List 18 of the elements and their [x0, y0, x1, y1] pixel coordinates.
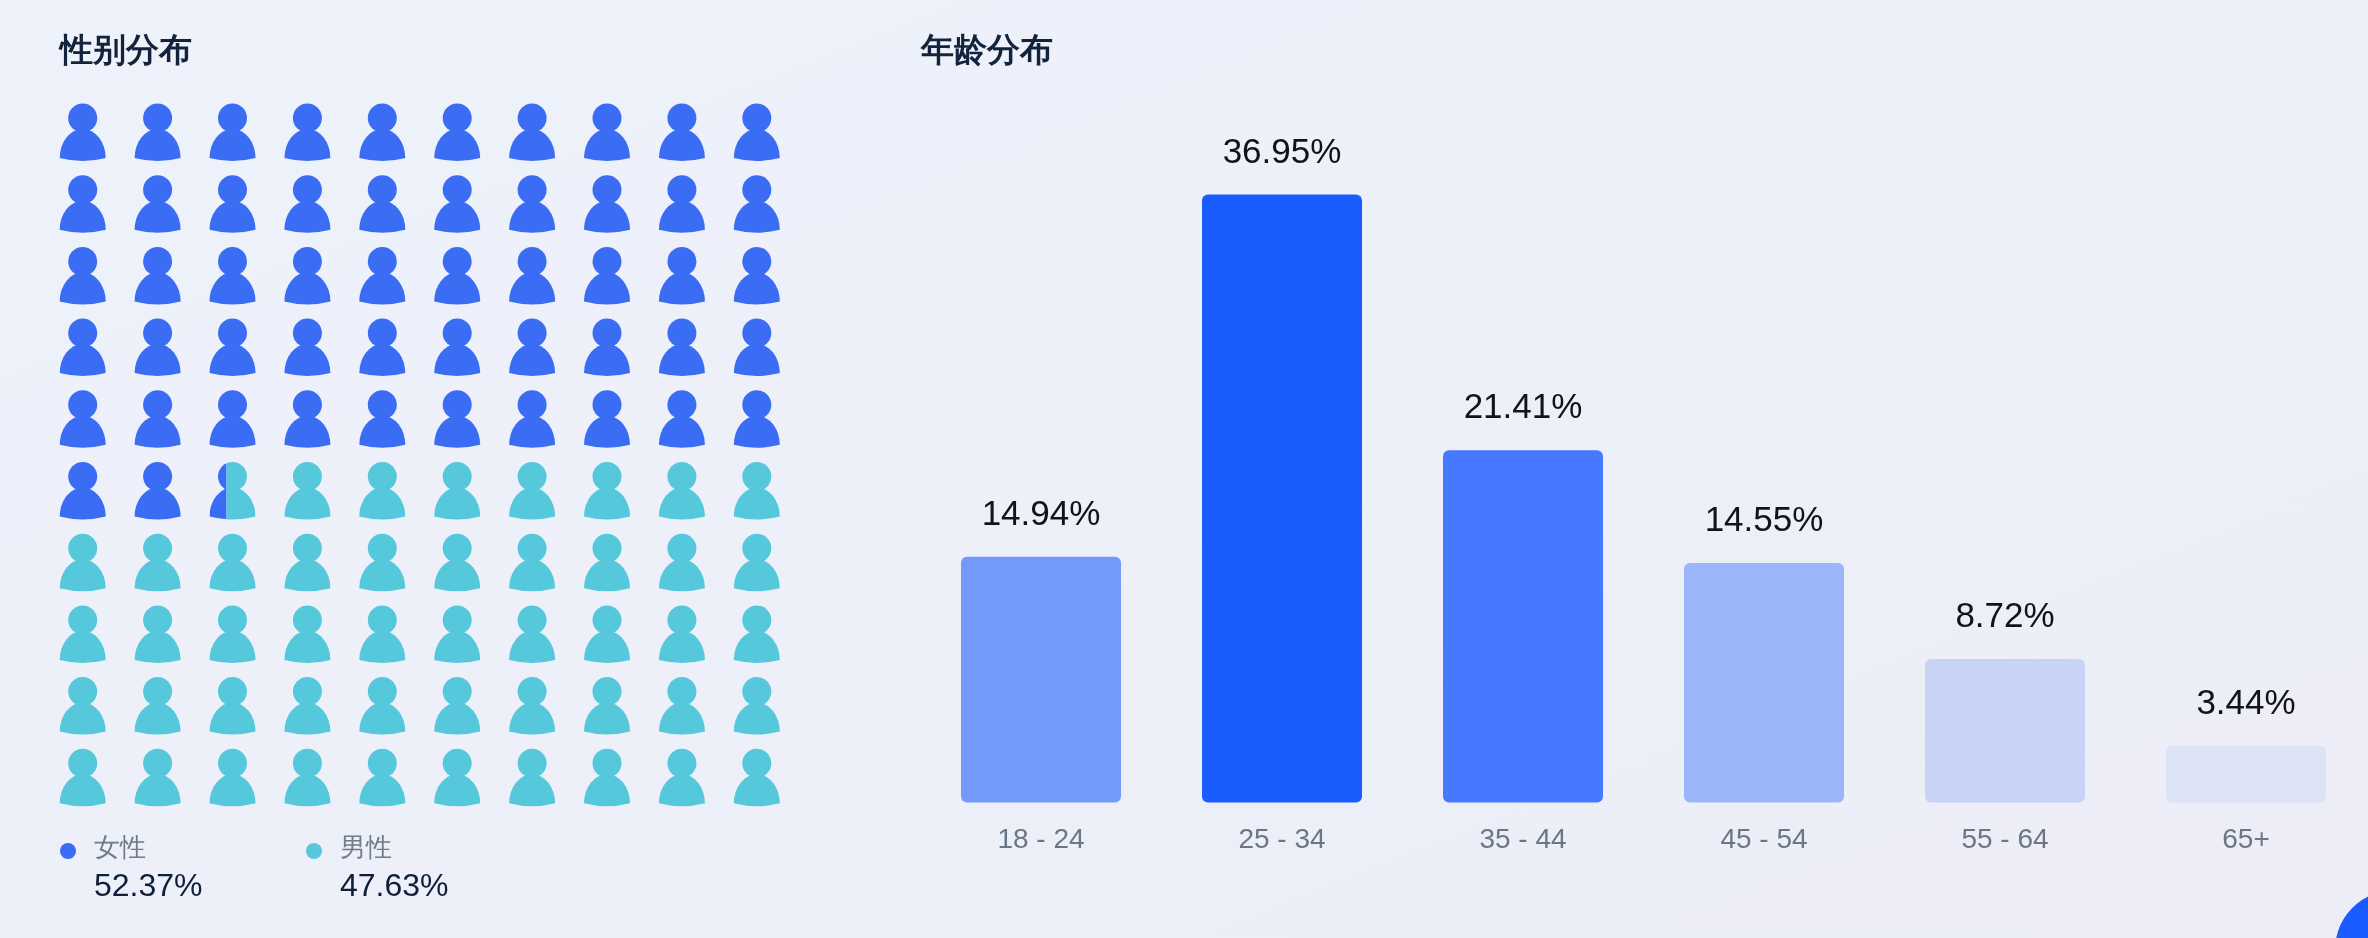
data-label: 8.72% — [1955, 594, 2055, 634]
x-tick-label: 45 - 54 — [1720, 823, 1808, 854]
x-tick-label: 18 - 24 — [997, 823, 1085, 854]
x-tick-label: 35 - 44 — [1479, 823, 1567, 854]
x-tick-label: 65+ — [2222, 823, 2270, 854]
data-label: 3.44% — [2196, 681, 2296, 721]
legend-value: 47.63% — [340, 867, 449, 903]
data-label: 14.55% — [1704, 499, 1824, 539]
title: 年龄分布 — [921, 31, 1053, 68]
data-label: 36.95% — [1222, 130, 1342, 170]
data-label: 21.41% — [1463, 386, 1583, 426]
legend-label: 女性 — [94, 832, 146, 862]
legend-label: 男性 — [340, 832, 392, 862]
title: 性别分布 — [60, 31, 192, 68]
x-tick-label: 55 - 64 — [1961, 823, 2049, 854]
legend-value: 52.37% — [94, 867, 203, 903]
data-label: 14.94% — [981, 492, 1101, 532]
x-tick-label: 25 - 34 — [1238, 823, 1326, 854]
